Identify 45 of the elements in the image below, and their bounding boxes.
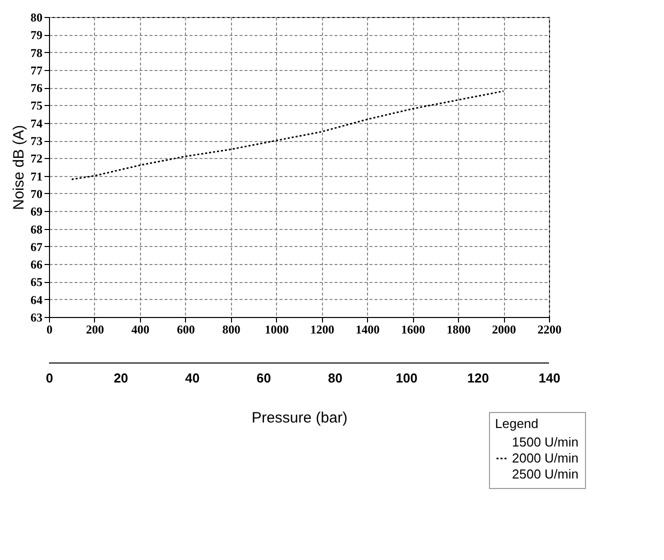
x-tick-label: 1000: [264, 322, 289, 336]
text: 1500 U/min: [512, 434, 578, 450]
x2-tick-label: 120: [467, 370, 489, 386]
x-tick-label: 1800: [446, 322, 471, 336]
y-axis-title: Noise dB (A): [10, 124, 28, 210]
x2-axis-title: Pressure (bar): [252, 410, 348, 426]
x-tick-label: 400: [131, 322, 150, 336]
x-tick-label: 2200: [538, 322, 562, 336]
x-tick-label: 1400: [356, 322, 380, 336]
x2-tick-label: 0: [46, 370, 54, 386]
y-tick-label: 74: [30, 116, 42, 130]
x-tick-label: 1200: [310, 322, 334, 336]
y-tick-label: 80: [30, 10, 42, 24]
y-tick-label: 78: [30, 46, 42, 60]
line-series: [70, 90, 504, 180]
x-tick-label: 1600: [401, 322, 426, 336]
y-tick-label: 71: [30, 169, 42, 184]
x2-tick-label: 40: [185, 370, 200, 386]
legend-label: 2000 U/min: [512, 450, 578, 466]
y-tick-label: 67: [30, 240, 42, 254]
y-tick-label: 77: [30, 63, 42, 78]
x-tick-label: 600: [176, 322, 195, 336]
y-tick-label: 76: [30, 81, 42, 96]
y-tick-label: 72: [30, 152, 42, 166]
x-tick-label: 200: [86, 322, 104, 336]
x-tick-label: 0: [46, 322, 52, 336]
text: 2500 U/min: [512, 466, 578, 482]
y-tick-label: 65: [30, 275, 42, 290]
x2-tick-label: 80: [328, 370, 342, 386]
y-tick-label: 75: [30, 98, 42, 113]
y-tick-label: 73: [30, 134, 42, 148]
x2-tick-label: 60: [256, 370, 272, 386]
y-tick-label: 69: [30, 204, 42, 219]
x2-tick-label: 20: [114, 370, 128, 386]
y-tick-label: 63: [30, 310, 42, 324]
x2-tick-label: 100: [396, 370, 418, 386]
y-tick-label: 64: [30, 292, 42, 307]
x-tick-label: 2000: [492, 322, 516, 336]
x2-tick-label: 140: [538, 370, 560, 386]
x-tick-label: 800: [222, 322, 240, 336]
y-tick-label: 79: [30, 28, 42, 42]
y-tick-label: 70: [30, 186, 42, 201]
y-tick-label: 66: [30, 258, 42, 272]
legend-title: Legend: [495, 416, 538, 431]
y-tick-label: 68: [30, 222, 42, 236]
